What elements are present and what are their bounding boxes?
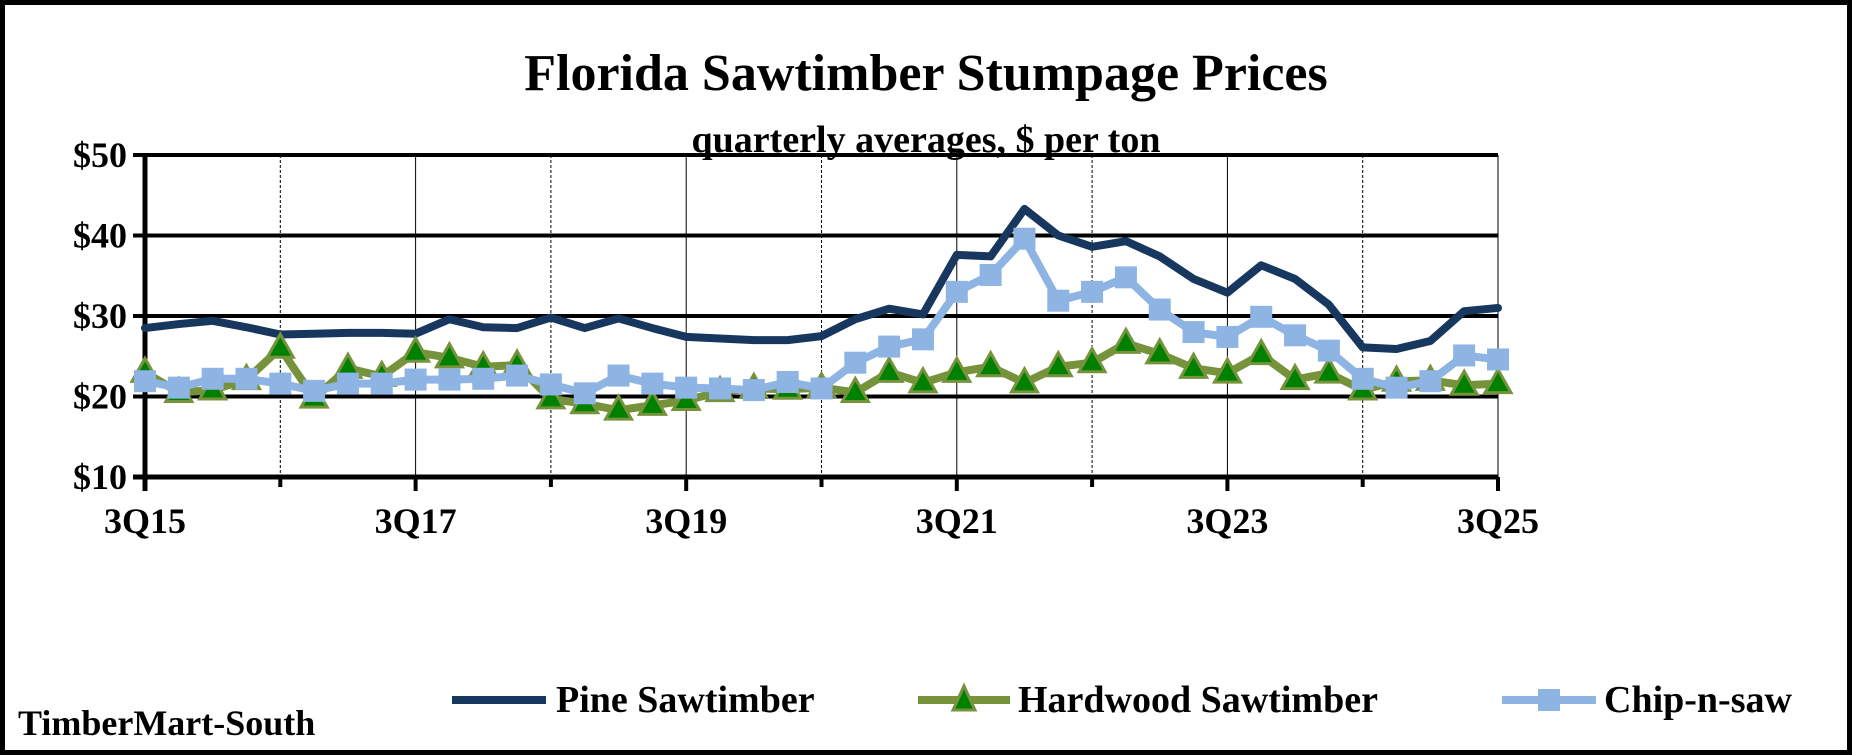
data-point-square bbox=[235, 367, 258, 390]
data-point-square bbox=[269, 372, 292, 395]
x-tick-label: 3Q15 bbox=[104, 501, 186, 541]
legend-item-chip-n-saw: Chip-n-saw bbox=[1502, 679, 1792, 721]
legend-label-pine: Pine Sawtimber bbox=[556, 679, 815, 721]
data-point-square bbox=[675, 376, 698, 399]
y-tick-label: $10 bbox=[73, 457, 127, 497]
legend-square-icon bbox=[1538, 689, 1560, 711]
data-point-square bbox=[506, 364, 529, 387]
data-point-triangle bbox=[1178, 351, 1210, 379]
data-point-square bbox=[776, 371, 799, 394]
data-point-square bbox=[336, 372, 359, 395]
data-point-square bbox=[1317, 339, 1340, 362]
data-point-square bbox=[1081, 280, 1104, 303]
data-point-triangle bbox=[873, 355, 905, 383]
x-tick-label: 3Q23 bbox=[1186, 501, 1268, 541]
data-point-square bbox=[844, 351, 867, 374]
y-tick-label: $20 bbox=[73, 377, 127, 417]
data-point-triangle bbox=[602, 393, 635, 421]
data-point-triangle bbox=[1110, 326, 1142, 354]
data-point-square bbox=[1419, 370, 1442, 393]
data-point-triangle bbox=[400, 335, 432, 363]
data-point-square bbox=[1284, 324, 1307, 347]
data-point-square bbox=[134, 370, 156, 393]
y-tick-label: $50 bbox=[73, 135, 127, 175]
x-tick-labels: 3Q15 3Q17 3Q19 3Q21 3Q23 3Q25 bbox=[104, 501, 1539, 541]
legend-item-pine-sawtimber: Pine Sawtimber bbox=[452, 679, 815, 721]
x-tick-label: 3Q17 bbox=[375, 501, 457, 541]
y-tick-label: $30 bbox=[73, 296, 127, 336]
data-point-square bbox=[641, 372, 664, 395]
data-point-triangle bbox=[433, 340, 465, 369]
data-point-triangle bbox=[264, 331, 296, 359]
data-point-square bbox=[1351, 367, 1374, 390]
data-point-square bbox=[370, 372, 393, 395]
data-point-square bbox=[607, 364, 630, 387]
data-point-square bbox=[810, 377, 833, 400]
data-point-square bbox=[979, 263, 1002, 286]
data-point-square bbox=[911, 328, 934, 351]
legend: Pine Sawtimber Hardwood Sawtimber Chip-n… bbox=[452, 679, 1792, 721]
data-point-square bbox=[1047, 289, 1070, 312]
data-point-triangle bbox=[535, 381, 567, 410]
chart-title: Florida Sawtimber Stumpage Prices bbox=[524, 45, 1328, 102]
data-point-triangle bbox=[1279, 362, 1311, 391]
x-tick-label: 3Q25 bbox=[1457, 501, 1539, 541]
data-point-square bbox=[472, 367, 495, 390]
data-point-triangle bbox=[1211, 356, 1243, 384]
data-point-square bbox=[167, 376, 190, 399]
y-tick-label: $40 bbox=[73, 216, 127, 256]
gridlines bbox=[133, 153, 1499, 479]
data-point-square bbox=[201, 367, 224, 390]
data-point-square bbox=[573, 382, 596, 405]
data-point-triangle bbox=[1008, 365, 1041, 394]
data-point-triangle bbox=[1144, 336, 1176, 365]
legend-label-hardwood: Hardwood Sawtimber bbox=[1018, 679, 1378, 721]
legend-triangle-icon bbox=[950, 682, 978, 712]
data-point-square bbox=[438, 368, 461, 391]
data-point-triangle bbox=[941, 355, 973, 383]
legend-item-hardwood-sawtimber: Hardwood Sawtimber bbox=[918, 679, 1378, 721]
data-point-square bbox=[709, 377, 732, 400]
data-point-square bbox=[878, 335, 901, 358]
data-point-square bbox=[742, 379, 765, 402]
data-point-triangle bbox=[1245, 337, 1277, 366]
data-point-square bbox=[1114, 266, 1137, 289]
axes bbox=[133, 153, 1500, 491]
data-point-triangle bbox=[1448, 368, 1480, 396]
data-point-triangle bbox=[1482, 366, 1514, 395]
data-point-triangle bbox=[975, 349, 1007, 378]
data-point-square bbox=[945, 280, 968, 303]
data-point-triangle bbox=[636, 388, 668, 416]
data-point-square bbox=[404, 368, 427, 391]
data-point-square bbox=[1216, 325, 1239, 348]
data-point-triangle bbox=[1042, 349, 1074, 378]
data-point-square bbox=[1013, 227, 1036, 250]
data-point-square bbox=[1182, 321, 1205, 344]
series-pine-sawtimber bbox=[141, 204, 1502, 354]
data-point-triangle bbox=[839, 375, 871, 403]
data-point-square bbox=[1250, 305, 1273, 328]
y-tick-labels: $10 $20 $30 $40 $50 bbox=[73, 135, 127, 497]
data-point-square bbox=[1148, 298, 1171, 321]
series-chip-n-saw bbox=[134, 227, 1509, 405]
x-tick-label: 3Q19 bbox=[645, 501, 727, 541]
data-point-square bbox=[1487, 348, 1509, 371]
data-point-square bbox=[303, 379, 326, 402]
series bbox=[129, 204, 1514, 421]
legend-label-chip: Chip-n-saw bbox=[1604, 679, 1792, 721]
data-point-triangle bbox=[1313, 356, 1345, 384]
data-point-square bbox=[1385, 376, 1408, 399]
source-label: TimberMart-South bbox=[18, 703, 315, 743]
x-tick-label: 3Q21 bbox=[916, 501, 998, 541]
data-point-square bbox=[1453, 344, 1476, 367]
data-point-triangle bbox=[907, 365, 939, 394]
data-point-square bbox=[539, 373, 562, 396]
data-point-triangle bbox=[1076, 345, 1108, 374]
